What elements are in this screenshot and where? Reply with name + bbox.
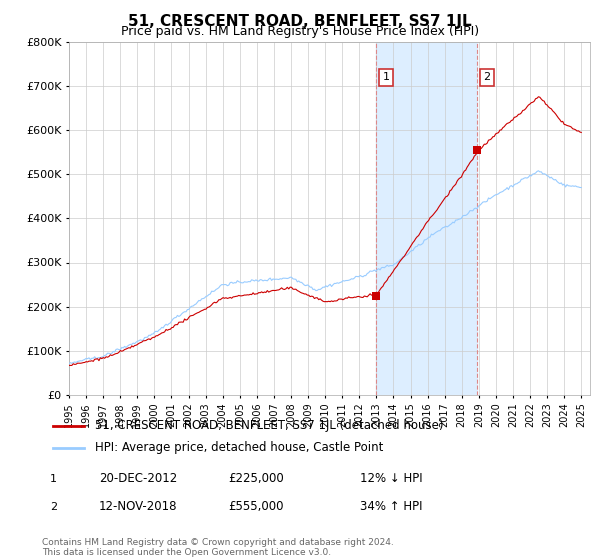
Text: 51, CRESCENT ROAD, BENFLEET, SS7 1JL (detached house): 51, CRESCENT ROAD, BENFLEET, SS7 1JL (de… [95,419,443,432]
Text: £555,000: £555,000 [228,500,284,514]
Text: Contains HM Land Registry data © Crown copyright and database right 2024.
This d: Contains HM Land Registry data © Crown c… [42,538,394,557]
Text: 51, CRESCENT ROAD, BENFLEET, SS7 1JL: 51, CRESCENT ROAD, BENFLEET, SS7 1JL [128,14,472,29]
Text: 34% ↑ HPI: 34% ↑ HPI [360,500,422,514]
Text: Price paid vs. HM Land Registry's House Price Index (HPI): Price paid vs. HM Land Registry's House … [121,25,479,38]
Text: 12% ↓ HPI: 12% ↓ HPI [360,472,422,486]
Text: 1: 1 [383,72,389,82]
Text: HPI: Average price, detached house, Castle Point: HPI: Average price, detached house, Cast… [95,441,383,454]
Bar [376,42,476,395]
Text: 2: 2 [484,72,491,82]
Text: 12-NOV-2018: 12-NOV-2018 [99,500,178,514]
Text: 1: 1 [50,474,57,484]
Text: £225,000: £225,000 [228,472,284,486]
Text: 2: 2 [50,502,57,512]
Text: 20-DEC-2012: 20-DEC-2012 [99,472,177,486]
